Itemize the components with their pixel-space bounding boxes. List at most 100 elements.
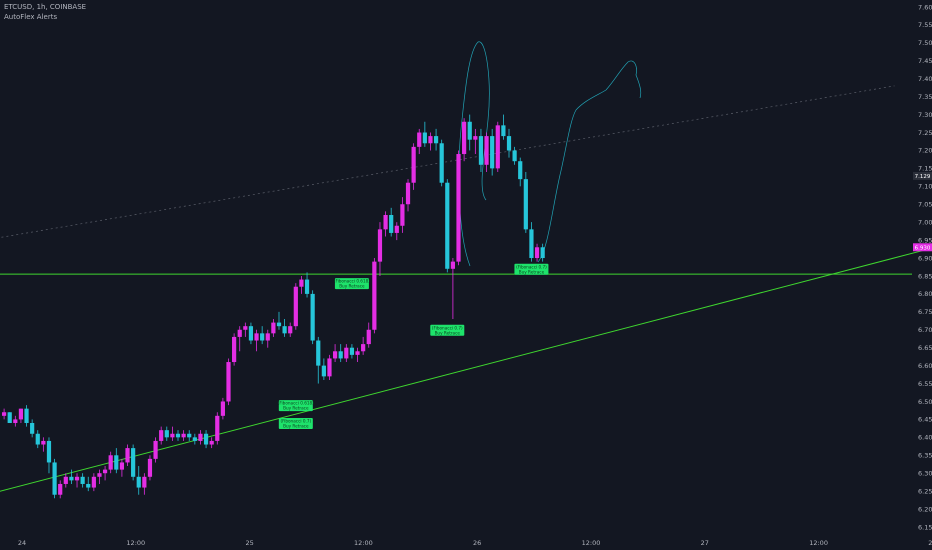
candle-body — [338, 351, 343, 359]
symbol-title: ETCUSD, 1h, COINBASE — [4, 3, 87, 11]
candle-body — [181, 433, 186, 438]
y-tick-label: 7.400 — [918, 75, 932, 83]
candle-body — [24, 408, 29, 423]
y-tick-label: 6.550 — [918, 380, 932, 388]
candle-body — [355, 351, 360, 355]
candle-body — [316, 340, 321, 366]
y-tick-label: 6.850 — [918, 272, 932, 280]
y-tick-label: 7.550 — [918, 21, 932, 29]
fib-label-title: (Fibonacci 0.7) — [280, 419, 311, 424]
candle-body — [30, 423, 35, 434]
candle-body — [35, 433, 40, 445]
candle-body — [445, 182, 450, 269]
candle-body — [136, 476, 141, 488]
candle-body — [254, 333, 259, 341]
y-tick-label: 6.150 — [918, 523, 932, 531]
candle-body — [534, 247, 540, 259]
y-tick-label: 7.050 — [918, 201, 932, 209]
price-badge-label: 7.129 — [915, 174, 931, 180]
candle-body — [119, 462, 125, 470]
candle-body — [63, 476, 68, 484]
y-tick-label: 7.000 — [918, 218, 932, 226]
candle-body — [147, 458, 153, 477]
candle-body — [13, 419, 18, 423]
x-tick-label: 27 — [701, 539, 709, 547]
y-tick-label: 6.650 — [918, 344, 932, 352]
fib-label-title: (Fibonacci 0.7) — [432, 325, 463, 330]
y-tick-label: 6.700 — [918, 326, 932, 334]
candle-body — [237, 329, 242, 337]
candle-body — [433, 136, 439, 144]
y-tick-label: 6.450 — [918, 416, 932, 424]
candle-body — [46, 440, 52, 463]
candle-body — [321, 365, 326, 377]
candle-body — [467, 121, 472, 140]
x-tick-label: 12:00 — [126, 539, 145, 547]
x-tick-label: 12:00 — [809, 539, 828, 547]
candle-body — [394, 225, 399, 233]
candle-body — [490, 136, 495, 169]
y-tick-label: 6.500 — [918, 398, 932, 406]
y-tick-label: 7.100 — [918, 183, 932, 191]
x-tick-label: 12:00 — [354, 539, 373, 547]
candle-body — [473, 136, 478, 140]
fib-label-action: Buy Retrace — [283, 406, 309, 411]
candle-body — [540, 247, 545, 259]
candle-body — [327, 358, 332, 377]
candle-body — [276, 322, 282, 327]
candle-body — [450, 261, 455, 269]
candle-body — [108, 455, 113, 470]
candle-body — [164, 430, 169, 438]
candle-body — [518, 161, 523, 180]
x-tick-label: 24 — [18, 539, 26, 547]
candle-body — [91, 476, 96, 488]
candle-body — [215, 415, 220, 441]
candle-body — [2, 412, 7, 416]
candle-body — [265, 333, 270, 341]
y-tick-label: 7.200 — [918, 147, 932, 155]
x-tick-label: 12:00 — [582, 539, 601, 547]
fib-label-box — [430, 324, 465, 336]
candle-body — [405, 182, 411, 205]
y-tick-label: 7.500 — [918, 39, 932, 47]
candle-body — [97, 473, 102, 477]
candle-body — [349, 347, 355, 355]
candle-body — [478, 136, 484, 165]
y-tick-label: 6.300 — [918, 470, 932, 478]
fib-label-action: Buy Retrace — [519, 269, 545, 274]
candle-body — [344, 347, 349, 359]
y-tick-label: 7.300 — [918, 111, 932, 119]
x-tick-label: 25 — [245, 539, 253, 547]
fib-label-action: Buy Retrace — [283, 424, 309, 429]
fib-label-title: (Fibonacci 0.618) — [334, 279, 370, 284]
candle-body — [260, 333, 265, 341]
candle-body — [506, 136, 512, 151]
fib-label-title: (Fibonacci 0.7) — [516, 264, 547, 269]
candle-body — [372, 261, 377, 330]
candle-body — [102, 469, 108, 474]
candle-body — [512, 150, 517, 162]
candle-body — [153, 440, 158, 459]
price-badge-label: 6.930 — [915, 245, 931, 251]
y-tick-label: 7.350 — [918, 93, 932, 101]
candle-body — [439, 143, 444, 183]
y-tick-label: 6.750 — [918, 308, 932, 316]
candle-body — [86, 483, 91, 488]
fib-label-action: Buy Retrace — [339, 284, 365, 289]
y-tick-label: 6.600 — [918, 362, 932, 370]
sketch-path — [537, 60, 642, 263]
fib-label-box — [514, 263, 549, 275]
candle-body — [142, 476, 147, 488]
candle-body — [366, 329, 371, 345]
candle-body — [529, 229, 534, 259]
y-tick-label: 6.800 — [918, 290, 932, 298]
y-tick-label: 6.900 — [918, 254, 932, 262]
candle-body — [159, 430, 164, 441]
candle-body — [417, 132, 422, 147]
candle-body — [203, 433, 209, 445]
fib-label-action: Buy Retrace — [435, 330, 461, 335]
candle-body — [299, 279, 304, 287]
candle-body — [389, 215, 394, 233]
